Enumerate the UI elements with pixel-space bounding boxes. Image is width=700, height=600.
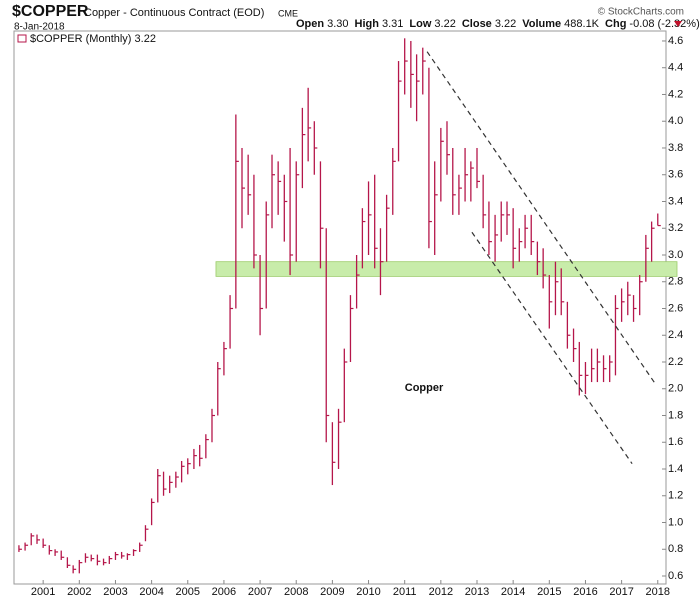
quote-label: Low (409, 18, 431, 30)
y-tick-label: 4.0 (668, 115, 683, 127)
quote-value: 3.22 (434, 18, 455, 30)
source: © StockCharts.com (598, 7, 684, 18)
x-tick-label: 2003 (103, 586, 127, 598)
y-tick-label: 2.0 (668, 383, 683, 395)
quote-value: 3.22 (495, 18, 516, 30)
x-tick-label: 2017 (609, 586, 633, 598)
x-tick-label: 2005 (176, 586, 200, 598)
x-tick-label: 2013 (465, 586, 489, 598)
quote-label: Close (462, 18, 492, 30)
x-tick-label: 2004 (139, 586, 163, 598)
contract-name: Copper - Continuous Contract (EOD) (84, 7, 264, 19)
exchange: CME (278, 8, 298, 18)
x-tick-label: 2011 (393, 586, 417, 598)
down-arrow (674, 21, 682, 27)
date: 8-Jan-2018 (14, 22, 65, 33)
symbol: $COPPER (12, 3, 89, 20)
x-tick-label: 2012 (429, 586, 453, 598)
legend: $COPPER (Monthly) 3.22 (30, 33, 156, 45)
x-tick-label: 2018 (646, 586, 670, 598)
y-tick-label: 1.4 (668, 463, 683, 475)
y-tick-label: 3.2 (668, 222, 683, 234)
y-tick-label: 1.6 (668, 436, 683, 448)
y-tick-label: 4.4 (668, 62, 683, 74)
y-tick-label: 1.8 (668, 409, 683, 421)
y-tick-label: 2.6 (668, 302, 683, 314)
x-tick-label: 2010 (356, 586, 380, 598)
y-tick-label: 3.4 (668, 195, 683, 207)
x-tick-label: 2001 (31, 586, 55, 598)
annotation: Copper (405, 382, 444, 394)
x-tick-label: 2015 (537, 586, 561, 598)
quote-value: 3.30 (327, 18, 348, 30)
trend-line (471, 231, 633, 464)
y-tick-label: 2.4 (668, 329, 683, 341)
y-tick-label: 1.2 (668, 490, 683, 502)
y-tick-label: 4.6 (668, 35, 683, 47)
y-tick-label: 0.8 (668, 543, 683, 555)
plot-frame (13, 30, 667, 585)
x-tick-label: 2008 (284, 586, 308, 598)
x-tick-label: 2016 (573, 586, 597, 598)
quote-label: Open (296, 18, 324, 30)
quote-value: 488.1K (564, 18, 600, 30)
x-tick-label: 2006 (212, 586, 236, 598)
quote: Open 3.30 High 3.31 Low 3.22 Close 3.22 Volume 48… (296, 18, 700, 30)
y-tick-label: 4.2 (668, 88, 683, 100)
x-tick-label: 2002 (67, 586, 91, 598)
quote-label: Volume (522, 18, 561, 30)
y-tick-label: 3.6 (668, 169, 683, 181)
quote-value: 3.31 (382, 18, 403, 30)
quote-label: High (355, 18, 380, 30)
y-tick-label: 1.0 (668, 516, 683, 528)
y-tick-label: 3.0 (668, 249, 683, 261)
x-tick-label: 2014 (501, 586, 525, 598)
quote-label: Chg (605, 18, 626, 30)
x-tick-label: 2007 (248, 586, 272, 598)
support-band (215, 261, 678, 277)
y-tick-label: 2.2 (668, 356, 683, 368)
y-tick-label: 3.8 (668, 142, 683, 154)
y-tick-label: 2.8 (668, 276, 683, 288)
x-tick-label: 2009 (320, 586, 344, 598)
trend-line (426, 51, 657, 386)
quote-value: -0.08 (-2.32%) (629, 18, 699, 30)
legend-icon (17, 34, 27, 43)
y-tick-label: 0.6 (668, 570, 683, 582)
